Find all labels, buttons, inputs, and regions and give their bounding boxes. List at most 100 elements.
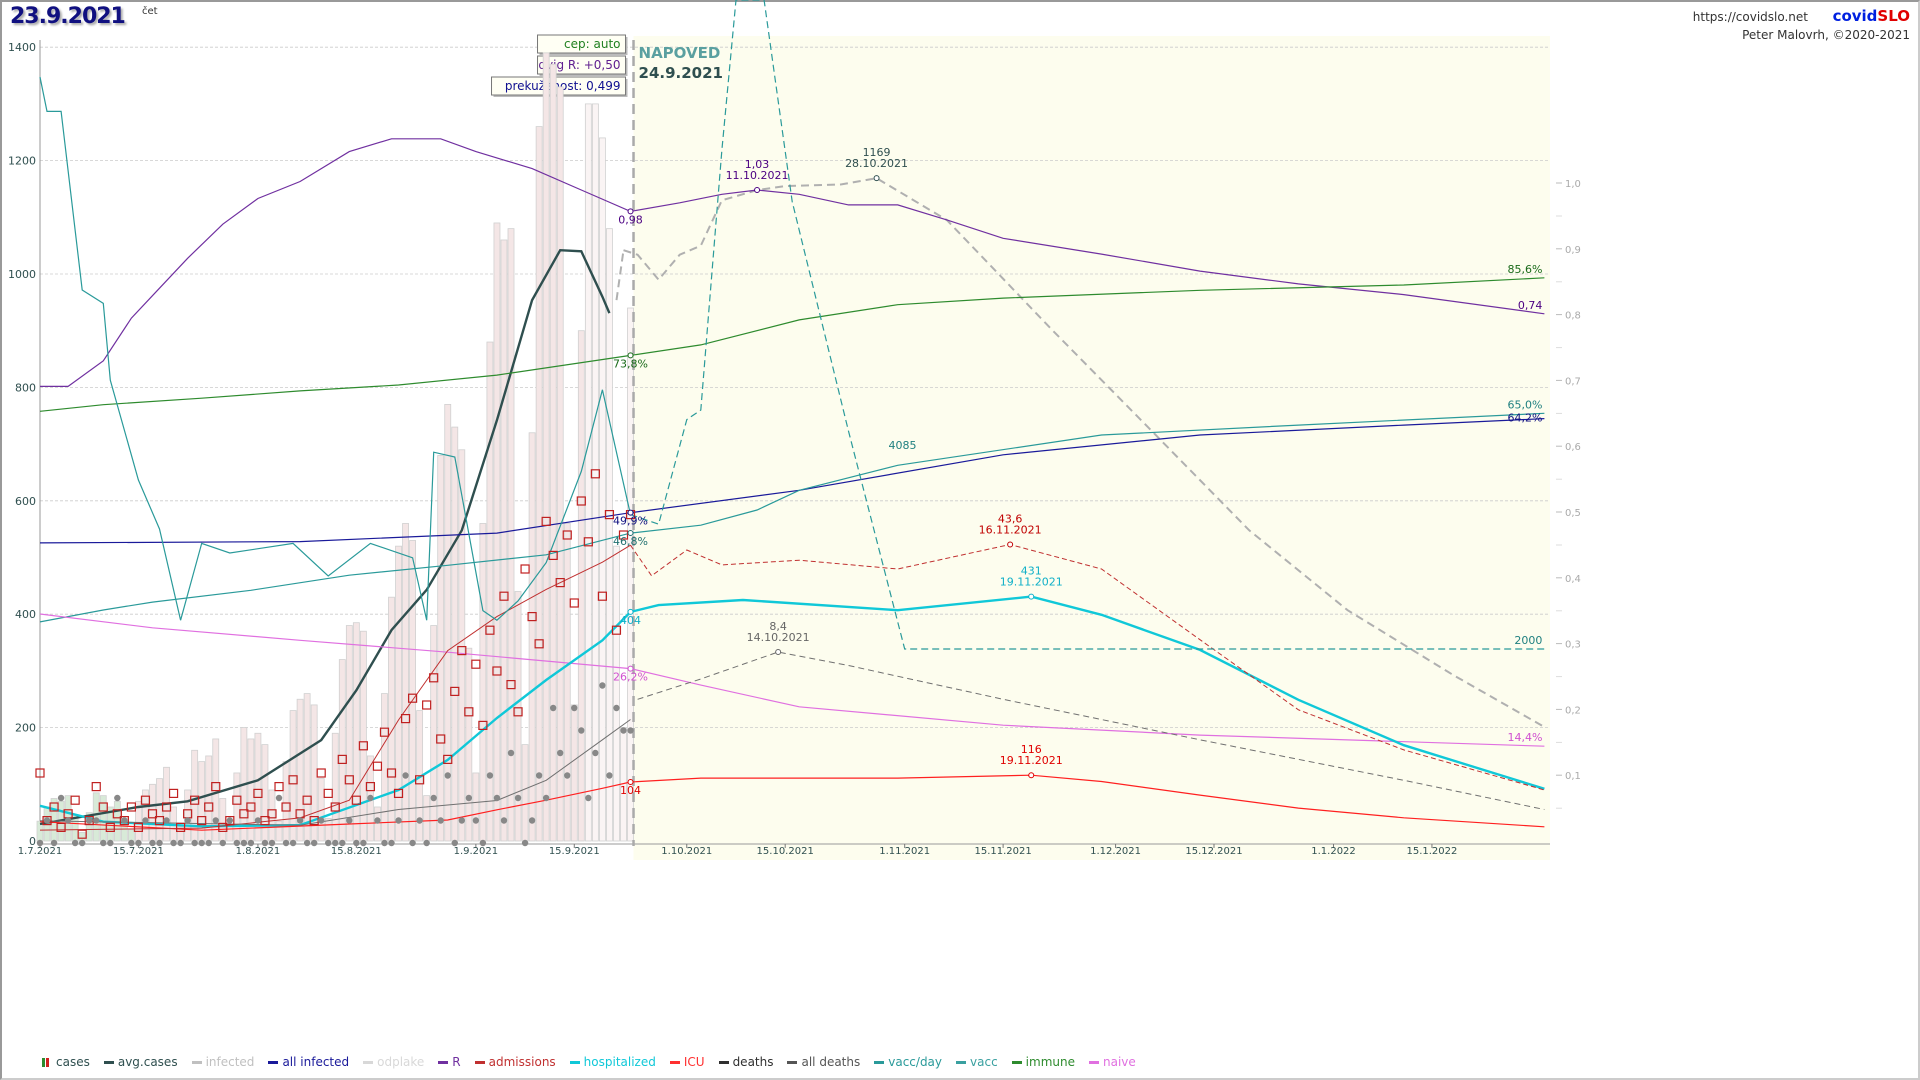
annotation-date: 19.11.2021: [1000, 576, 1063, 589]
brand-part-b: SLO: [1877, 7, 1910, 25]
death-marker: [360, 839, 367, 847]
line-swatch-icon: [956, 1060, 967, 1064]
admission-marker: [400, 713, 411, 724]
admission-marker: [119, 815, 129, 826]
admission-marker: [365, 781, 376, 792]
case-bar: [591, 103, 599, 842]
legend-item[interactable]: cases: [42, 1055, 90, 1069]
admission-marker: [576, 496, 586, 506]
death-marker: [493, 794, 501, 802]
death-marker: [64, 817, 72, 824]
annotation-end-label: 85,6%: [1507, 263, 1542, 276]
death-marker: [36, 839, 44, 847]
death-marker: [416, 817, 423, 824]
line-swatch-icon: [1088, 1060, 1099, 1064]
case-bar: [599, 137, 606, 842]
death-marker: [135, 839, 142, 847]
death-marker: [71, 839, 79, 847]
legend-item[interactable]: hospitalized: [569, 1055, 656, 1069]
death-marker: [233, 839, 241, 847]
line-swatch-icon: [669, 1060, 680, 1064]
annotation-value: 1169: [863, 146, 891, 159]
forecast-region: [633, 36, 1550, 860]
death-marker: [212, 817, 219, 824]
legend-item[interactable]: naive: [1088, 1055, 1136, 1069]
admission-marker: [541, 516, 551, 527]
annotation-date: 14.10.2021: [747, 631, 810, 644]
legend-label: vacc: [970, 1055, 998, 1069]
legend-label: R: [452, 1055, 461, 1069]
y-tick-label: 1000: [8, 268, 36, 281]
param-rshift-box: [537, 55, 627, 75]
site-link[interactable]: https://covidslo.net: [1692, 10, 1808, 24]
right-tick-label: 0,9: [1565, 245, 1581, 256]
case-bar: [395, 545, 402, 842]
admission-marker: [323, 788, 333, 799]
legend-label: admissions: [488, 1055, 556, 1069]
legend-label: naive: [1102, 1055, 1136, 1069]
death-marker: [507, 749, 515, 757]
death-marker: [261, 839, 269, 847]
annotation-end-label: 0,74: [1518, 299, 1543, 312]
case-bar: [493, 222, 501, 842]
death-marker: [240, 839, 248, 847]
series-admissions-forecast: [630, 543, 1545, 791]
case-bar: [374, 806, 381, 842]
forecast-label: NAPOVED: [639, 44, 721, 62]
annotation-marker: [1028, 772, 1035, 779]
x-tick-label: 1.1.2022: [1311, 846, 1356, 857]
legend-item[interactable]: all infected: [268, 1055, 349, 1069]
line-swatch-icon: [1011, 1060, 1022, 1064]
case-bar: [528, 432, 536, 842]
legend-item[interactable]: avg.cases: [103, 1055, 178, 1069]
admission-marker: [105, 822, 115, 833]
legend-item[interactable]: deaths: [718, 1055, 773, 1069]
admission-marker: [281, 802, 291, 812]
legend-item[interactable]: vacc/day: [874, 1055, 942, 1069]
annotation-marker: [873, 175, 880, 182]
legend-item[interactable]: odplake: [363, 1055, 424, 1069]
weekday-label: čet: [142, 6, 158, 17]
legend-item[interactable]: R: [438, 1055, 461, 1069]
case-bar: [78, 832, 86, 842]
case-bar: [486, 341, 494, 842]
annotation-end-label: 64,2%: [1507, 411, 1542, 424]
case-bar: [212, 738, 220, 842]
case-bar: [254, 732, 262, 842]
legend-item[interactable]: all deaths: [787, 1055, 860, 1069]
admission-marker: [330, 802, 340, 812]
y-tick-label: 200: [15, 722, 36, 735]
series-infected-forecast: [623, 177, 1545, 728]
legend-item[interactable]: immune: [1011, 1055, 1075, 1069]
admission-marker: [499, 591, 509, 601]
legend-item[interactable]: infected: [191, 1055, 254, 1069]
legend-item[interactable]: ICU: [669, 1055, 705, 1069]
admission-marker: [597, 591, 608, 601]
admission-marker: [126, 802, 136, 812]
death-marker: [437, 817, 444, 824]
admission-marker: [422, 700, 432, 710]
legend-label: avg.cases: [117, 1055, 178, 1069]
death-marker: [402, 772, 409, 779]
annotation-date: 28.10.2021: [845, 157, 908, 170]
death-marker: [198, 839, 205, 847]
annotation-label: 26,2%: [613, 671, 648, 684]
right-tick-label: 0,2: [1565, 705, 1581, 716]
admission-marker: [211, 781, 221, 792]
case-bar: [205, 755, 213, 842]
death-marker: [332, 839, 339, 847]
legend-item[interactable]: admissions: [474, 1055, 556, 1069]
death-marker: [620, 727, 627, 734]
admission-marker: [611, 625, 622, 635]
legend-item[interactable]: vacc: [956, 1055, 998, 1069]
y-tick-label: 1400: [8, 41, 36, 54]
x-tick-label: 1.9.2021: [454, 846, 499, 857]
death-marker: [486, 772, 494, 779]
forecast-date: 24.9.2021: [639, 64, 723, 82]
line-swatch-icon: [268, 1060, 279, 1064]
death-marker: [325, 839, 332, 847]
death-marker: [521, 839, 529, 847]
case-bar: [563, 523, 571, 842]
admission-marker: [225, 815, 235, 826]
admission-marker: [604, 510, 615, 520]
